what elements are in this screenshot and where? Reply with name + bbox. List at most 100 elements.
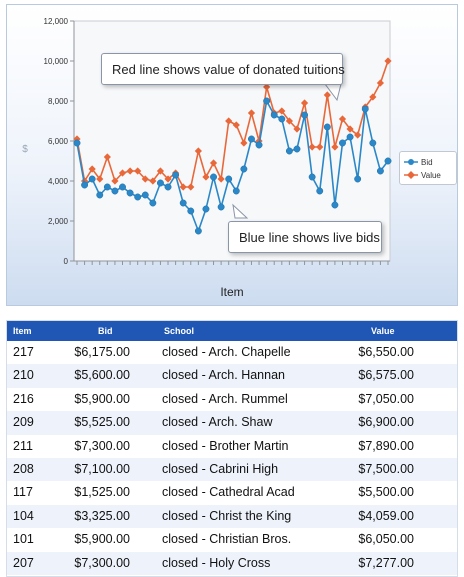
y-tick-label: 8,000 [48, 97, 69, 106]
value-legend-marker-icon [404, 171, 418, 179]
value-point [126, 167, 134, 175]
chart-panel: 0 2,000 4,000 6,000 8,000 10,000 12,000 $ Item R… [6, 4, 458, 306]
value-point [240, 139, 248, 147]
table-row[interactable]: 209 $5,525.00 closed - Arch. Shaw $6,900.00 [7, 411, 457, 435]
value-point [73, 135, 81, 143]
y-axis-label: $ [22, 144, 28, 155]
bid-point [270, 111, 278, 119]
legend-label-bid: Bid [421, 157, 433, 167]
value-point [278, 107, 286, 115]
bid-point [141, 191, 149, 199]
bid-point [248, 135, 255, 143]
value-point [346, 125, 354, 133]
cell-bid: $5,900.00 [74, 391, 130, 406]
header-value[interactable]: Value [371, 326, 395, 336]
value-point [376, 79, 385, 87]
value-point [111, 177, 119, 185]
table-row[interactable]: 101 $5,900.00 closed - Christian Bros. $6,0… [7, 528, 457, 551]
value-point [103, 153, 111, 161]
bid-point [103, 183, 111, 191]
value-line-callout: Red line shows value of donated tuitions [101, 53, 345, 85]
cell-school: closed - Arch. Rummel [162, 391, 288, 406]
cell-bid: $1,525.00 [74, 485, 130, 500]
bid-point [172, 171, 180, 179]
value-point [88, 165, 96, 173]
value-point [149, 177, 157, 185]
cell-school: closed - Christian Bros. [162, 532, 292, 547]
cell-item: 209 [13, 415, 34, 430]
y-tick-label: 2,000 [48, 217, 69, 226]
bid-point [119, 183, 126, 191]
cell-school: closed - Cabrini High [162, 462, 279, 476]
table-row[interactable]: 104 $3,325.00 closed - Christ the King $4,0… [7, 504, 457, 529]
cell-bid: $5,900.00 [74, 532, 130, 547]
cell-value: $4,059.00 [358, 508, 414, 523]
value-point [179, 183, 187, 191]
cell-bid: $7,300.00 [74, 555, 130, 570]
bid-point [164, 183, 172, 191]
bid-point [369, 139, 377, 147]
cell-item: 207 [13, 555, 34, 570]
cell-bid: $7,300.00 [74, 438, 130, 453]
bid-point [126, 189, 134, 197]
cell-bid: $5,525.00 [74, 415, 130, 430]
bid-point [240, 165, 248, 173]
table-row[interactable]: 207 $7,300.00 closed - Holy Cross $7,277.00 [7, 551, 457, 575]
value-point [217, 175, 225, 183]
header-item[interactable]: Item [13, 326, 32, 336]
chart-legend: Bid Value [399, 151, 457, 185]
bid-point [331, 201, 339, 209]
cell-bid: $3,325.00 [74, 508, 130, 523]
cell-item: 117 [13, 485, 33, 500]
table-row[interactable]: 211 $7,300.00 closed - Brother Martin $7,89… [7, 435, 457, 458]
bid-point [255, 141, 263, 149]
value-point [247, 109, 256, 117]
value-point [194, 147, 202, 155]
value-point [285, 117, 293, 125]
cell-item: 104 [13, 508, 34, 523]
bid-point [111, 187, 119, 195]
bid-point [81, 181, 89, 189]
header-bid[interactable]: Bid [98, 326, 113, 336]
table-row[interactable]: 117 $1,525.00 closed - Cathedral Acad $5,50… [7, 481, 457, 504]
cell-value: $7,050.00 [358, 391, 414, 406]
bid-point [316, 187, 324, 195]
cell-school: closed - Cathedral Acad [162, 485, 295, 500]
table-row[interactable]: 208 $7,100.00 closed - Cabrini High $7,500.… [7, 458, 457, 482]
table-row[interactable]: 210 $5,600.00 closed - Arch. Hannan $6,575.… [7, 364, 457, 388]
header-school[interactable]: School [164, 326, 195, 336]
bid-point [301, 111, 309, 119]
bid-point [225, 175, 233, 183]
value-point [202, 173, 210, 181]
bid-point [354, 175, 362, 183]
bid-point [96, 191, 104, 199]
cell-school: closed - Arch. Shaw [162, 415, 273, 430]
bid-point [88, 175, 96, 183]
value-point [338, 115, 347, 123]
cell-school: closed - Christ the King [162, 508, 292, 523]
table-row[interactable]: 216 $5,900.00 closed - Arch. Rummel $7,050.… [7, 388, 457, 411]
bid-point [293, 145, 301, 153]
cell-value: $6,550.00 [358, 345, 414, 359]
value-point [134, 167, 142, 175]
bid-point [384, 157, 392, 165]
bid-point [187, 207, 195, 215]
value-point [96, 175, 104, 183]
value-point [300, 99, 309, 107]
bid-point [308, 173, 316, 181]
value-point [164, 175, 172, 183]
value-point [384, 57, 392, 65]
cell-value: $7,890.00 [358, 438, 414, 453]
value-point [209, 159, 218, 167]
bid-point [73, 139, 81, 147]
value-point [156, 167, 165, 175]
bids-table: Item Bid School Value 217 $6,175.00 closed… [6, 320, 458, 577]
value-point [323, 91, 331, 99]
bid-value-line-chart: 0 2,000 4,000 6,000 8,000 10,000 12,000 $ Item [22, 17, 392, 299]
bid-point [285, 147, 293, 155]
bid-point [149, 199, 157, 207]
value-point [308, 143, 316, 151]
table-row[interactable]: 217 $6,175.00 closed - Arch. Chapelle $6,55… [7, 341, 457, 364]
bid-point [232, 187, 240, 195]
value-line-callout-text: Red line shows value of donated tuitions [112, 61, 345, 77]
